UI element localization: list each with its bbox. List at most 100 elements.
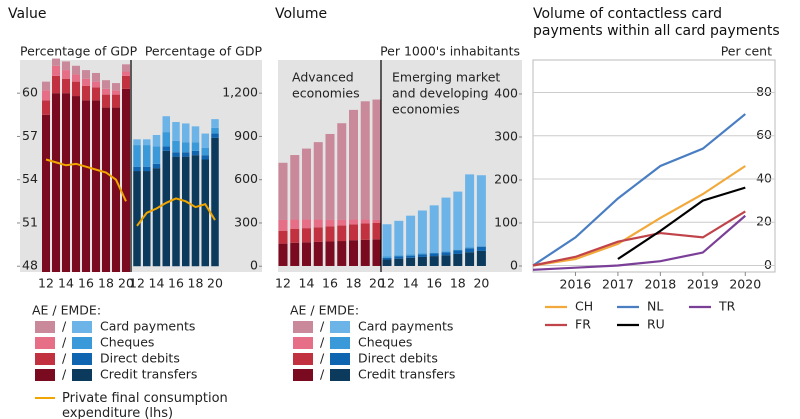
legend-label: TR bbox=[718, 299, 736, 314]
bar-segment bbox=[360, 101, 370, 220]
x-tick-label: 20 bbox=[207, 276, 223, 291]
bar-segment bbox=[191, 155, 200, 267]
bar-segment bbox=[417, 210, 427, 254]
y-tick-label: 0 bbox=[250, 258, 258, 273]
bar-segment bbox=[429, 256, 439, 266]
legend-label: Private final consumption expenditure (l… bbox=[62, 391, 228, 419]
x-tick-label: 20 bbox=[118, 276, 134, 291]
bar-segment bbox=[201, 159, 209, 267]
bar-segment bbox=[102, 107, 110, 273]
legend-label: CH bbox=[575, 299, 593, 314]
bar-segment bbox=[191, 150, 200, 156]
x-tick-label: 16 bbox=[78, 276, 94, 291]
x-tick-label: 2017 bbox=[602, 277, 634, 292]
bar-segment bbox=[394, 255, 404, 257]
legend-title: AE / EMDE: bbox=[32, 303, 101, 318]
y-tick-label: 20 bbox=[756, 214, 772, 229]
y-tick-label: 0 bbox=[764, 257, 772, 272]
bar-segment bbox=[453, 253, 463, 266]
bar-segment bbox=[372, 222, 382, 240]
bar-segment bbox=[476, 250, 486, 266]
legend-label: NL bbox=[647, 299, 663, 314]
y-tick-label: 60 bbox=[22, 85, 38, 100]
legend-separator: / bbox=[62, 335, 67, 350]
bar-segment bbox=[394, 256, 404, 259]
axis-label: Per cent bbox=[721, 44, 772, 59]
bar-segment bbox=[62, 70, 70, 79]
axis-label: Per 1000's inhabitants bbox=[380, 44, 520, 59]
x-tick-label: 2020 bbox=[729, 277, 761, 292]
bar-segment bbox=[152, 168, 161, 267]
bar-segment bbox=[382, 259, 392, 266]
bar-segment bbox=[325, 226, 335, 242]
legend-swatch bbox=[72, 337, 92, 349]
y-tick-label: 80 bbox=[756, 84, 772, 99]
bar-segment bbox=[453, 191, 463, 250]
x-tick-label: 20 bbox=[369, 276, 385, 291]
bar-segment bbox=[290, 242, 300, 266]
legend-label: Credit transfers bbox=[100, 367, 197, 382]
bar-segment bbox=[92, 72, 100, 82]
bar-segment bbox=[417, 253, 427, 255]
y-tick-label: 900 bbox=[234, 128, 258, 143]
y-tick-label: 48 bbox=[22, 258, 38, 273]
bar-segment bbox=[42, 90, 50, 101]
x-tick-label: 16 bbox=[168, 276, 184, 291]
y-tick-label: 400 bbox=[494, 85, 518, 100]
bar-segment bbox=[429, 253, 439, 257]
bar-segment bbox=[360, 219, 370, 224]
bar-segment bbox=[325, 219, 335, 227]
line bbox=[617, 186, 746, 260]
bar-segment bbox=[82, 78, 90, 86]
bar-segment bbox=[201, 133, 209, 148]
bar-segment bbox=[290, 228, 300, 243]
bar-segment bbox=[313, 142, 323, 220]
bar-segment bbox=[476, 246, 486, 251]
bar-segment bbox=[182, 142, 190, 153]
bar-segment bbox=[278, 162, 288, 220]
bar-segment bbox=[152, 134, 161, 147]
legend-label: Direct debits bbox=[100, 351, 180, 366]
bar-segment bbox=[313, 227, 323, 242]
bar-segment bbox=[122, 75, 130, 89]
bar-segment bbox=[382, 256, 392, 258]
x-tick-label: 14 bbox=[149, 276, 165, 291]
line bbox=[45, 158, 127, 202]
legend-label: RU bbox=[647, 317, 665, 332]
chart-title: Volume bbox=[275, 6, 328, 22]
y-tick-label: 57 bbox=[22, 128, 38, 143]
bar-segment bbox=[349, 109, 358, 220]
y-tick-label: 200 bbox=[494, 171, 518, 186]
x-tick-label: 14 bbox=[58, 276, 74, 291]
legend-label: Card payments bbox=[100, 319, 195, 334]
y-tick-label: 60 bbox=[756, 127, 772, 142]
legend-label: Cheques bbox=[100, 335, 154, 350]
x-tick-label: 2016 bbox=[560, 277, 592, 292]
bar-segment bbox=[453, 249, 463, 251]
bar-segment bbox=[465, 248, 475, 253]
legend-swatch bbox=[35, 337, 55, 349]
y-tick-label: 54 bbox=[22, 171, 38, 186]
bar-segment bbox=[102, 94, 110, 108]
bar-segment bbox=[476, 175, 486, 247]
bar-segment bbox=[211, 133, 219, 138]
bar-segment bbox=[394, 220, 404, 256]
bar-segment bbox=[182, 156, 190, 267]
bar-segment bbox=[302, 228, 311, 243]
x-tick-label: 18 bbox=[188, 276, 204, 291]
legend-swatch bbox=[72, 353, 92, 365]
bar-segment bbox=[349, 240, 358, 266]
bar-segment bbox=[337, 219, 347, 226]
y-tick-label: 300 bbox=[494, 128, 518, 143]
bar-segment bbox=[172, 140, 180, 153]
bar-segment bbox=[191, 142, 200, 151]
bar-segment bbox=[372, 99, 382, 220]
bar-segment bbox=[349, 219, 358, 225]
axis-label: Percentage of GDP bbox=[20, 44, 138, 59]
legend-swatch bbox=[293, 337, 313, 349]
bar-segment bbox=[191, 126, 200, 143]
annotation: and developing bbox=[392, 86, 489, 101]
panel-bg bbox=[20, 60, 262, 272]
legend-separator: / bbox=[320, 319, 325, 334]
bar-segment bbox=[82, 100, 90, 272]
